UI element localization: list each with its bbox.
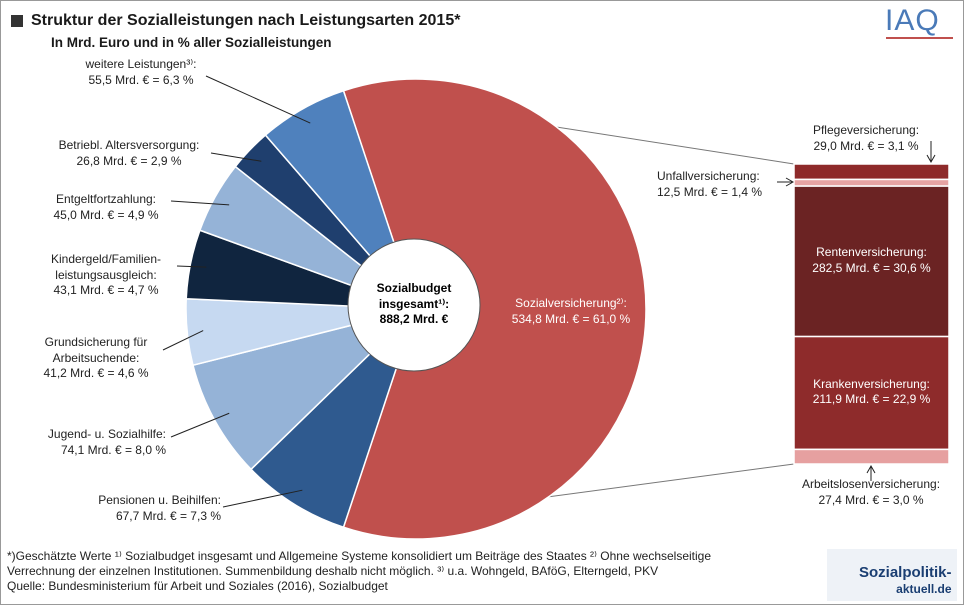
- pie-slice: [249, 308, 417, 529]
- category-label: Sozialversicherung²⁾:: [515, 296, 627, 310]
- leader-line: [170, 412, 230, 438]
- logo: IAQ: [885, 4, 940, 37]
- value-label: 26,8 Mrd. € = 2,9 %: [76, 153, 182, 168]
- leader-line: [222, 489, 303, 508]
- category-label: weitere Leistungen³⁾:: [85, 57, 197, 71]
- pie-slice: [342, 78, 647, 540]
- category-label: Unfallversicherung:: [657, 169, 760, 183]
- category-label: Rentenversicherung:: [816, 245, 927, 260]
- arrow: [785, 177, 795, 187]
- category-label: Betriebl. Altersversorgung:: [58, 138, 200, 152]
- value-label: 45,0 Mrd. € = 4,9 %: [53, 207, 159, 222]
- category-label: Pensionen u. Beihilfen:: [98, 493, 221, 507]
- value-label: 282,5 Mrd. € = 30,6 %: [812, 260, 931, 275]
- footnote: Verrechnung der einzelnen Institutionen.…: [7, 564, 659, 578]
- logo: Sozialpolitik-aktuell.de: [859, 565, 952, 597]
- category-label: Krankenversicherung:: [813, 376, 930, 391]
- title-bullet: [11, 15, 23, 27]
- value-label: 12,5 Mrd. € = 1,4 %: [657, 184, 763, 199]
- bar-segment: [793, 178, 950, 187]
- center-label: Sozialbudget insgesamt¹⁾: 888,2 Mrd. €: [376, 281, 452, 326]
- value-label: 55,5 Mrd. € = 6,3 %: [88, 72, 194, 87]
- segment-label: Rentenversicherung: 282,5 Mrd. € = 30,6 %: [794, 245, 949, 276]
- footnote: *)Geschätzte Werte ¹⁾ Sozialbudget insge…: [7, 549, 712, 563]
- slice-label: Grundsicherung für Arbeitsuchende: 41,2 M…: [1, 335, 191, 382]
- value-label: 43,1 Mrd. € = 4,7 %: [53, 283, 159, 297]
- leader-line: [170, 200, 230, 206]
- bar-segment: [793, 163, 950, 181]
- leader-line: [205, 75, 311, 124]
- value-label: 534,8 Mrd. € = 61,0 %: [511, 311, 631, 326]
- value-label: 211,9 Mrd. € = 22,9 %: [812, 392, 931, 407]
- category-label: Grundsicherung für Arbeitsuchende:: [44, 335, 148, 365]
- slice-label: Sozialversicherung²⁾: 534,8 Mrd. € = 61,0…: [471, 296, 671, 327]
- value-label: 41,2 Mrd. € = 4,6 %: [43, 366, 149, 380]
- slice-label: weitere Leistungen³⁾: 55,5 Mrd. € = 6,3 %: [41, 57, 241, 88]
- slice-label: Entgeltfortzahlung: 45,0 Mrd. € = 4,9 %: [11, 192, 201, 223]
- bar-segment: [793, 448, 950, 465]
- leader-line: [162, 330, 204, 351]
- leader-line: [210, 152, 262, 162]
- slice-label: Pensionen u. Beihilfen: 67,7 Mrd. € = 7,3…: [21, 493, 221, 524]
- bar-segment: [793, 335, 950, 451]
- value-label: 27,4 Mrd. € = 3,0 %: [818, 492, 924, 507]
- source: Quelle: Bundesministerium für Arbeit und…: [7, 579, 388, 593]
- category-label: Entgeltfortzahlung:: [55, 192, 157, 206]
- chart-subtitle: In Mrd. Euro und in % aller Sozialleistu…: [51, 35, 332, 50]
- leader-line: [176, 265, 207, 268]
- logo-line: Sozialpolitik-: [859, 564, 952, 581]
- value-label: 67,7 Mrd. € = 7,3 %: [115, 508, 221, 523]
- chart-title: Struktur der Sozialleistungen nach Leist…: [31, 12, 461, 29]
- logo-background: [827, 549, 957, 601]
- logo-line: aktuell.de: [896, 582, 952, 596]
- slice-label: Kindergeld/Familien- leistungsausgleich:…: [11, 252, 201, 299]
- category-label: Kindergeld/Familien- leistungsausgleich:: [50, 252, 162, 282]
- arrow: [866, 464, 876, 474]
- segment-label: Pflegeversicherung: 29,0 Mrd. € = 3,1 %: [791, 123, 941, 154]
- slice-label: Jugend- u. Sozialhilfe: 74,1 Mrd. € = 8,0…: [1, 427, 166, 458]
- arrow: [926, 154, 936, 164]
- segment-label: Unfallversicherung: 12,5 Mrd. € = 1,4 %: [657, 169, 807, 200]
- segment-label: Krankenversicherung: 211,9 Mrd. € = 22,9 …: [794, 377, 949, 408]
- value-label: 29,0 Mrd. € = 3,1 %: [813, 138, 919, 153]
- category-label: Jugend- u. Sozialhilfe:: [47, 427, 166, 441]
- category-label: Arbeitslosenversicherung:: [801, 477, 941, 491]
- category-label: Pflegeversicherung:: [812, 123, 920, 137]
- segment-label: Arbeitslosenversicherung: 27,4 Mrd. € = 3…: [786, 477, 956, 508]
- value-label: 74,1 Mrd. € = 8,0 %: [60, 442, 166, 457]
- slice-label: Betriebl. Altersversorgung: 26,8 Mrd. € =…: [29, 138, 229, 169]
- center-hole: [347, 238, 481, 372]
- bar-segment: [793, 185, 950, 338]
- pie-slice: [192, 307, 419, 471]
